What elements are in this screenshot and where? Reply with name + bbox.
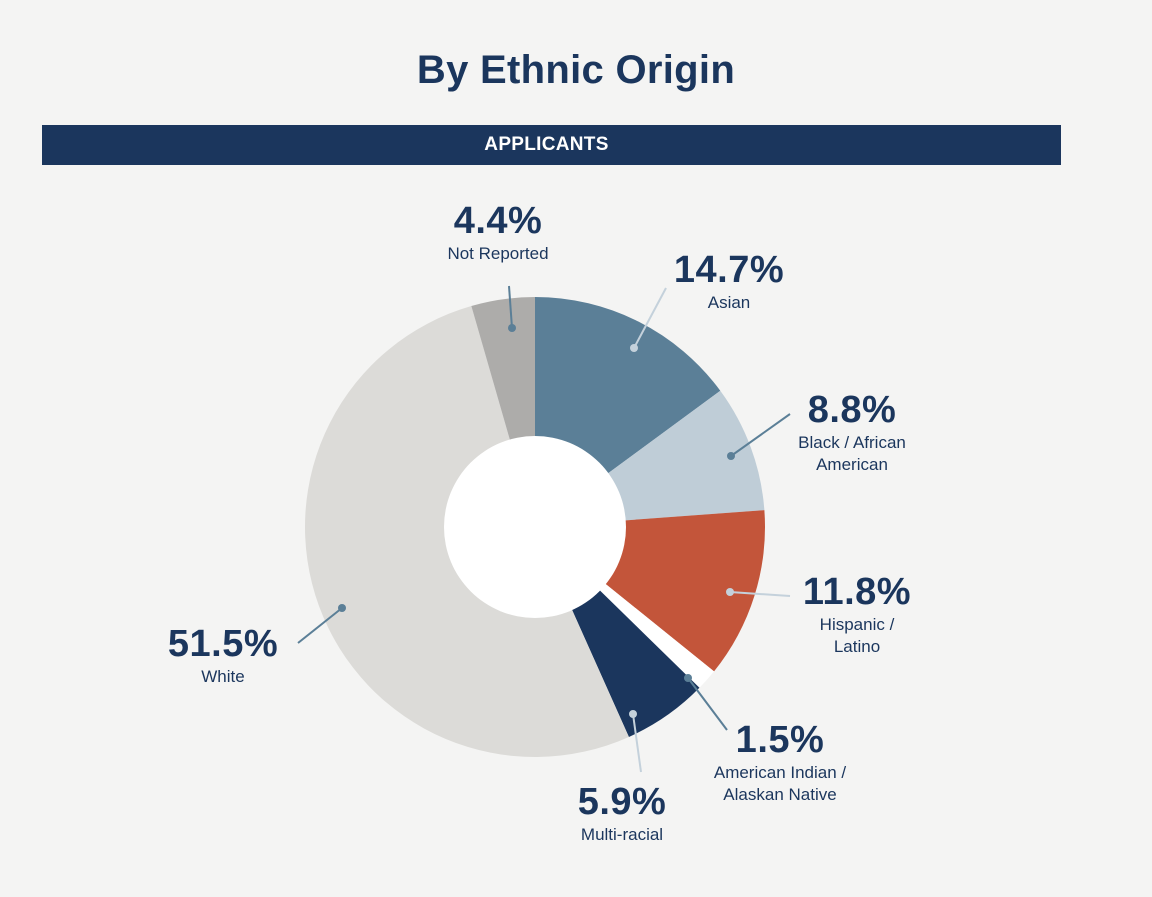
label-percent: 5.9% xyxy=(577,781,667,823)
label-percent: 4.4% xyxy=(453,200,543,242)
leader-dot-not_reported xyxy=(508,324,516,332)
label-white: 51.5% White xyxy=(168,622,278,688)
leader-line-black xyxy=(730,413,791,457)
label-category: American Indian / xyxy=(713,763,847,782)
section-band-label: APPLICANTS xyxy=(484,134,609,155)
leader-line-american_indian xyxy=(687,677,728,731)
leader-line-hispanic xyxy=(729,591,791,597)
label-not_reported: 4.4% Not Reported xyxy=(447,199,548,265)
leader-dot-white xyxy=(338,604,346,612)
label-category: American xyxy=(816,455,888,474)
label-category: Alaskan Native xyxy=(723,785,837,804)
page-title: By Ethnic Origin xyxy=(416,48,736,92)
label-multiracial: 5.9% Multi-racial xyxy=(578,780,667,846)
label-category: Not Reported xyxy=(447,244,549,263)
donut-hole xyxy=(444,436,626,618)
leader-dot-hispanic xyxy=(726,588,734,596)
label-category: Asian xyxy=(707,293,751,312)
label-black: 8.8% Black / African American xyxy=(798,388,906,476)
leader-lines xyxy=(297,285,791,773)
label-category: Hispanic / xyxy=(819,615,895,634)
label-percent: 8.8% xyxy=(807,389,897,431)
label-asian: 14.7% Asian xyxy=(674,248,784,314)
label-percent: 11.8% xyxy=(802,571,912,613)
leader-line-not_reported xyxy=(508,285,513,329)
label-category: Multi-racial xyxy=(580,825,664,844)
leader-dot-multiracial xyxy=(629,710,637,718)
leader-line-asian xyxy=(633,287,667,349)
label-category: White xyxy=(201,667,245,686)
label-percent: 1.5% xyxy=(735,719,825,761)
leader-line-white xyxy=(297,607,343,644)
leader-dot-asian xyxy=(630,344,638,352)
label-hispanic: 11.8% Hispanic / Latino xyxy=(803,570,911,658)
label-percent: 14.7% xyxy=(673,249,785,291)
label-category: Latino xyxy=(833,637,881,656)
leader-line-multiracial xyxy=(632,713,642,773)
label-percent: 51.5% xyxy=(167,623,279,665)
label-category: Black / African xyxy=(798,433,906,452)
section-band: APPLICANTS xyxy=(42,125,1061,165)
leader-dot-american_indian xyxy=(684,674,692,682)
label-american_indian: 1.5% American Indian / Alaskan Native xyxy=(714,718,846,806)
leader-dot-black xyxy=(727,452,735,460)
